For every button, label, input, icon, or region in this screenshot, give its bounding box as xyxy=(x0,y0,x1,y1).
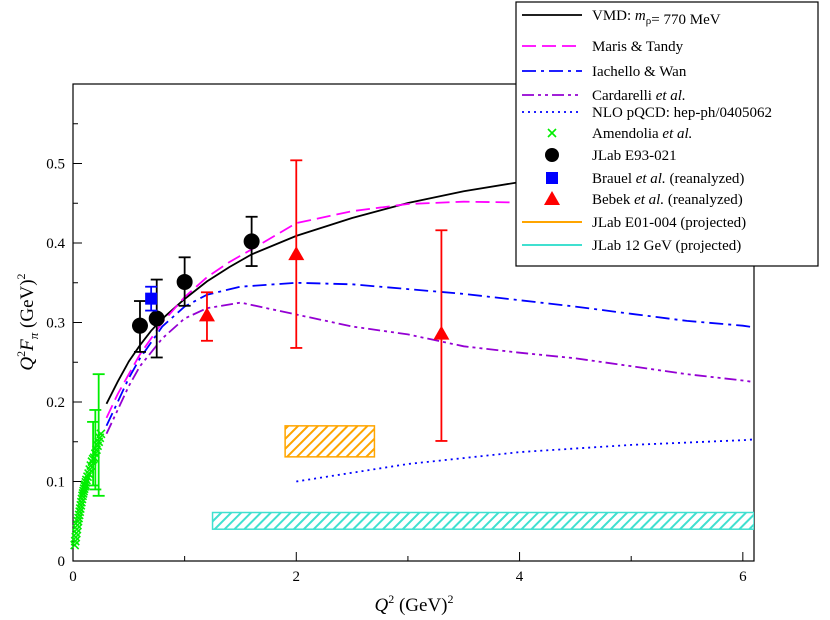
point-e93 xyxy=(176,273,193,290)
legend-label-pqcd: NLO pQCD: hep-ph/0405062 xyxy=(592,105,772,121)
legend-label-vmd: VMD: mρ= 770 MeV xyxy=(592,8,721,28)
legend-marker-e93 xyxy=(545,148,559,162)
legend-label-amendolia: Amendolia et al. xyxy=(592,126,692,142)
point-e93 xyxy=(131,317,148,334)
x-tick-label: 0 xyxy=(69,569,77,585)
y-tick-label: 0.1 xyxy=(46,475,65,491)
legend-label-e01: JLab E01-004 (projected) xyxy=(592,215,746,231)
x-axis-label: Q2 (GeV)2 xyxy=(374,592,453,616)
projection-e01 xyxy=(284,425,376,458)
curve-pqcd xyxy=(296,438,754,483)
point-bebek xyxy=(288,246,305,261)
point-e93 xyxy=(243,233,260,250)
point-amendolia xyxy=(96,429,106,439)
curve-maris xyxy=(105,200,604,419)
legend-marker-amendolia xyxy=(547,128,557,138)
point-bebek xyxy=(198,307,215,322)
legend-label-jlab12: JLab 12 GeV (projected) xyxy=(592,238,741,254)
curve-cardarelli xyxy=(105,301,754,435)
legend-marker-brauel xyxy=(546,172,558,184)
point-amendolia xyxy=(81,477,91,487)
x-tick-label: 4 xyxy=(516,569,524,585)
y-tick-label: 0.4 xyxy=(46,236,65,252)
legend: VMD: mρ= 770 MeV Maris & Tandy Iachello & … xyxy=(515,1,819,267)
y-axis-label: Q2Fπ (GeV)2 xyxy=(14,273,41,370)
legend-label-maris: Maris & Tandy xyxy=(592,39,684,55)
point-e93 xyxy=(148,310,165,327)
point-brauel xyxy=(145,292,158,305)
projection-jlab12 xyxy=(211,511,754,530)
y-tick-label: 0.5 xyxy=(46,157,65,173)
projection-boxes xyxy=(211,425,754,530)
axes: 0 2 4 6 0 0.1 0.2 0.3 0.4 0.5 xyxy=(46,123,747,585)
data-points xyxy=(70,159,450,550)
legend-label-iachello: Iachello & Wan xyxy=(592,64,687,80)
x-tick-label: 6 xyxy=(739,569,747,585)
legend-label-e93: JLab E93-021 xyxy=(592,148,677,164)
curve-iachello xyxy=(105,281,754,427)
y-tick-label: 0.2 xyxy=(46,395,65,411)
point-bebek xyxy=(433,325,450,340)
legend-label-cardarelli: Cardarelli et al. xyxy=(592,88,686,104)
legend-label-bebek: Bebek et al. (reanalyzed) xyxy=(592,192,743,208)
y-tick-label: 0 xyxy=(58,554,66,570)
x-tick-label: 2 xyxy=(293,569,301,585)
y-tick-label: 0.3 xyxy=(46,316,65,332)
legend-label-brauel: Brauel et al. (reanalyzed) xyxy=(592,171,744,187)
legend-marker-bebek xyxy=(544,191,560,205)
